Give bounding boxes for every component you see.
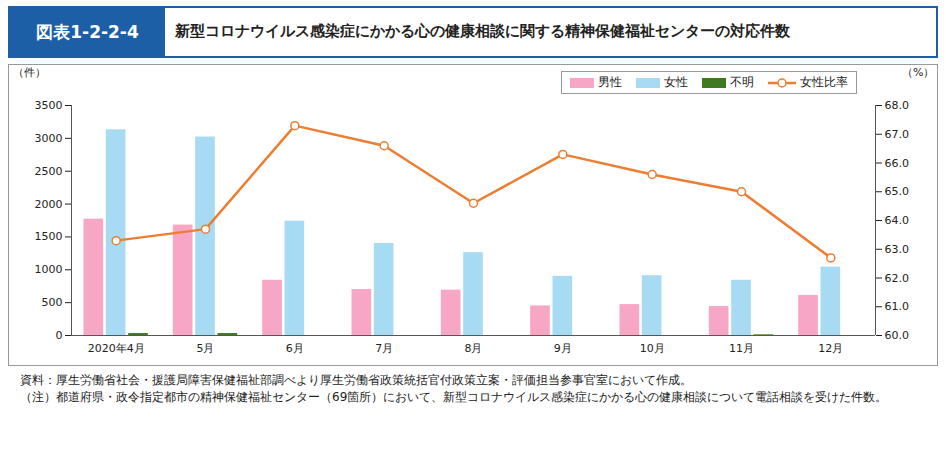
svg-text:7月: 7月 (375, 342, 393, 355)
html-text:不明: 不明 (730, 75, 754, 89)
html-text:女性: 女性 (664, 75, 688, 89)
svg-text:9月: 9月 (554, 342, 572, 355)
svg-text:（%）: （%） (902, 66, 934, 79)
html-text:男性: 男性 (598, 75, 622, 89)
html-text:資料：厚生労働省社会・援護局障害保健福祉部調べより厚生労働省: 資料：厚生労働省社会・援護局障害保健福祉部調べより厚生労働省政策統括官付政策立案… (20, 373, 692, 387)
svg-text:64.0: 64.0 (885, 214, 910, 227)
svg-text:63.0: 63.0 (885, 243, 910, 256)
svg-text:66.0: 66.0 (885, 157, 910, 170)
svg-text:67.0: 67.0 (885, 128, 910, 141)
html-text:新型コロナウイルス感染症にかかる心の健康相談に関する精神保健: 新型コロナウイルス感染症にかかる心の健康相談に関する精神保健福祉センターの対応件… (175, 22, 790, 41)
svg-text:61.0: 61.0 (885, 300, 910, 313)
svg-text:2020年4月: 2020年4月 (88, 342, 145, 355)
svg-text:60.0: 60.0 (885, 329, 910, 342)
svg-text:10月: 10月 (640, 342, 665, 355)
svg-text:2500: 2500 (35, 165, 63, 178)
svg-text:62.0: 62.0 (885, 272, 910, 285)
svg-text:3000: 3000 (35, 132, 63, 145)
svg-text:1000: 1000 (35, 263, 63, 276)
svg-text:12月: 12月 (818, 342, 843, 355)
svg-text:6月: 6月 (286, 342, 304, 355)
svg-text:500: 500 (42, 296, 63, 309)
svg-text:65.0: 65.0 (885, 185, 910, 198)
svg-text:2000: 2000 (35, 198, 63, 211)
svg-text:11月: 11月 (729, 342, 754, 355)
html-text:（注）都道府県・政令指定都市の精神保健福祉センター（69箇所: （注）都道府県・政令指定都市の精神保健福祉センター（69箇所）において、新型コロ… (20, 390, 888, 405)
html-text:女性比率: 女性比率 (800, 75, 848, 89)
svg-text:0: 0 (56, 329, 63, 342)
svg-text:3500: 3500 (35, 99, 63, 112)
html-text:図表1-2-2-4: 図表1-2-2-4 (36, 21, 139, 42)
svg-text:（件）: （件） (13, 66, 46, 79)
svg-text:1500: 1500 (35, 230, 63, 243)
svg-text:8月: 8月 (465, 342, 483, 355)
svg-text:5月: 5月 (197, 342, 215, 355)
svg-text:68.0: 68.0 (885, 99, 910, 112)
